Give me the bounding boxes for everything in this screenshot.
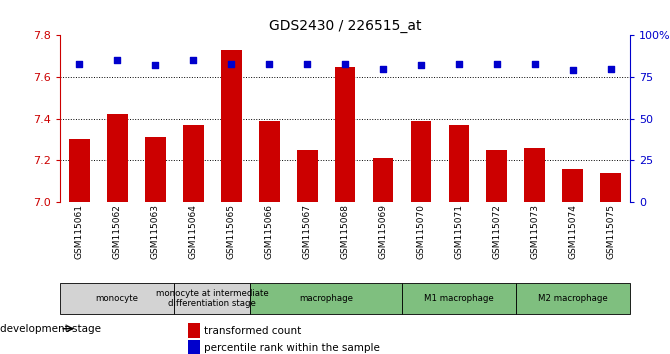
Bar — [297, 150, 318, 202]
Point — [492, 61, 502, 67]
Text: GSM115064: GSM115064 — [189, 204, 198, 259]
Text: GSM115066: GSM115066 — [265, 204, 273, 259]
Text: GSM115069: GSM115069 — [379, 204, 387, 259]
Bar — [174, 283, 250, 314]
Text: macrophage: macrophage — [299, 294, 353, 303]
Point — [74, 61, 84, 67]
Point — [567, 68, 578, 73]
Point — [226, 61, 237, 67]
Point — [302, 61, 312, 67]
Title: GDS2430 / 226515_at: GDS2430 / 226515_at — [269, 19, 421, 33]
Bar — [334, 67, 356, 202]
Text: percentile rank within the sample: percentile rank within the sample — [204, 343, 381, 353]
Point — [454, 61, 464, 67]
Text: transformed count: transformed count — [204, 326, 302, 336]
Point — [378, 66, 389, 72]
Text: development stage: development stage — [0, 324, 101, 334]
Point — [188, 57, 198, 63]
Text: GSM115065: GSM115065 — [226, 204, 236, 259]
Point — [112, 57, 123, 63]
Bar — [107, 114, 128, 202]
Bar — [600, 173, 621, 202]
Point — [415, 63, 426, 68]
Text: GSM115074: GSM115074 — [568, 204, 578, 259]
Text: GSM115070: GSM115070 — [417, 204, 425, 259]
Point — [264, 61, 275, 67]
Bar — [188, 323, 200, 338]
Bar — [259, 121, 279, 202]
Text: GSM115072: GSM115072 — [492, 204, 501, 259]
Bar — [188, 341, 200, 354]
Bar — [220, 50, 242, 202]
Text: GSM115071: GSM115071 — [454, 204, 464, 259]
Bar — [373, 158, 393, 202]
Text: GSM115067: GSM115067 — [303, 204, 312, 259]
Point — [340, 61, 350, 67]
Text: GSM115073: GSM115073 — [531, 204, 539, 259]
Bar — [250, 283, 402, 314]
Text: GSM115061: GSM115061 — [75, 204, 84, 259]
Bar — [486, 150, 507, 202]
Bar — [516, 283, 630, 314]
Text: GSM115063: GSM115063 — [151, 204, 159, 259]
Point — [606, 66, 616, 72]
Bar — [402, 283, 516, 314]
Bar — [411, 121, 431, 202]
Bar — [145, 137, 165, 202]
Text: monocyte at intermediate
differentiation stage: monocyte at intermediate differentiation… — [156, 289, 269, 308]
Point — [529, 61, 540, 67]
Text: M2 macrophage: M2 macrophage — [538, 294, 608, 303]
Point — [150, 63, 161, 68]
Text: M1 macrophage: M1 macrophage — [424, 294, 494, 303]
Bar — [525, 148, 545, 202]
Bar — [562, 169, 584, 202]
Text: GSM115062: GSM115062 — [113, 204, 122, 259]
Text: GSM115075: GSM115075 — [606, 204, 615, 259]
Text: monocyte: monocyte — [96, 294, 139, 303]
Bar — [183, 125, 204, 202]
Text: GSM115068: GSM115068 — [340, 204, 350, 259]
Bar — [69, 139, 90, 202]
Bar — [448, 125, 470, 202]
Bar — [60, 283, 174, 314]
